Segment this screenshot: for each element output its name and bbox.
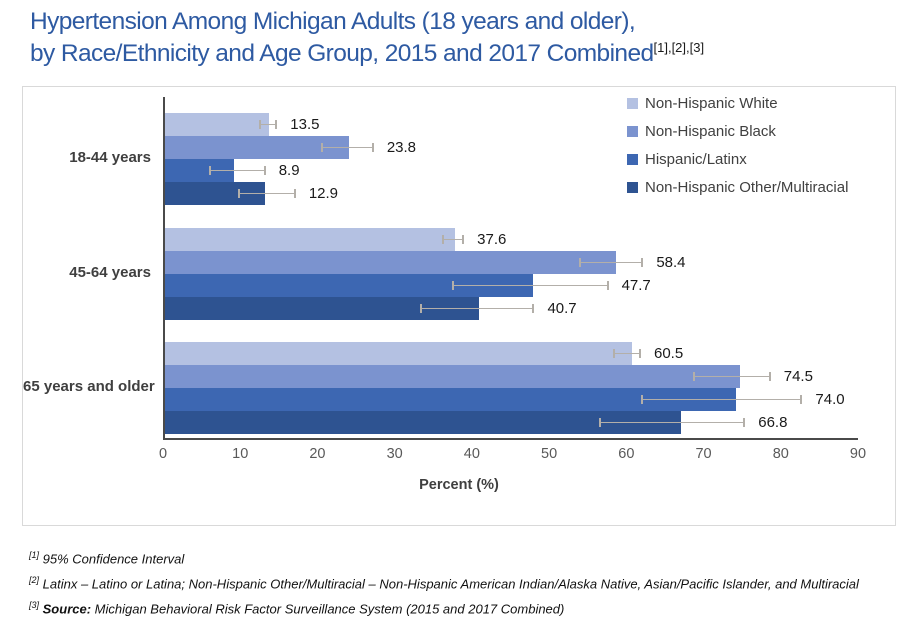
x-tick-label: 50 [541,446,558,462]
value-label: 58.4 [656,254,686,271]
x-axis-line [163,438,858,440]
legend-swatch [627,97,638,109]
footnote-1-marker: [1] [29,550,40,560]
x-tick-label: 0 [158,446,168,462]
value-label: 74.0 [815,391,845,408]
bar [165,182,265,205]
y-axis-line [163,97,165,440]
bar [165,342,633,365]
value-label: 47.7 [621,277,651,294]
category-label: 45-64 years [69,264,151,281]
footnote-3: [3] Source: Michigan Behavioral Risk Fac… [29,599,859,618]
error-bar [441,235,465,244]
value-label: 12.9 [308,185,339,202]
value-label: 23.8 [386,139,417,156]
footnote-3-marker: [3] [29,599,40,610]
x-tick-label: 80 [772,446,789,462]
bar [165,411,681,434]
x-tick-label: 20 [309,446,326,462]
value-label: 40.7 [547,300,577,317]
footnote-1-text: 95% Confidence Interval [42,551,185,567]
legend-label: Non-Hispanic White [645,94,778,112]
x-axis-title: Percent (%) [419,477,499,493]
value-label: 60.5 [654,345,684,362]
bar [165,388,737,411]
error-bar [579,258,644,267]
value-label: 74.5 [783,368,813,385]
category-label: 65 years and older [23,378,155,395]
chart-title-superscript: [1],[2],[3] [653,39,705,55]
x-tick-label: 70 [695,446,712,462]
footnote-3-source-label: Source: [42,601,92,617]
legend-swatch [627,125,638,137]
legend-swatch [627,181,638,193]
value-label: 13.5 [290,116,320,133]
x-tick-label: 40 [463,446,480,462]
footnote-2: [2] Latinx – Latino or Latina; Non-Hispa… [29,574,859,593]
category-label: 18-44 years [69,149,151,166]
error-bar [320,143,374,152]
bar [165,297,480,320]
footnote-2-text: Latinx – Latino or Latina; Non-Hispanic … [42,576,859,592]
error-bar [641,395,803,404]
footnote-2-marker: [2] [29,574,40,585]
x-tick-label: 10 [232,446,249,462]
chart-title-line2: by Race/Ethnicity and Age Group, 2015 an… [30,39,654,67]
footnote-1: [1] 95% Confidence Interval [29,549,859,568]
x-tick-label: 30 [386,446,403,462]
bar [165,274,534,297]
value-label: 37.6 [477,231,507,248]
value-label: 8.9 [278,162,300,179]
legend-item: Non-Hispanic White [627,94,848,112]
error-bar [420,304,535,313]
bar [165,113,270,136]
footnotes: [1] 95% Confidence Interval [2] Latinx –… [29,549,859,624]
error-bar [692,372,771,381]
error-bar [598,418,746,427]
error-bar [613,349,641,358]
chart-title-line1: Hypertension Among Michigan Adults (18 y… [30,8,636,35]
error-bar [237,189,296,198]
error-bar [258,120,278,129]
bar [165,251,616,274]
plot-area: Percent (%) 18-44 years 13.5 23.8 8.9 12.9 45… [23,87,895,525]
legend-label: Non-Hispanic Black [645,122,776,140]
bar [165,365,741,388]
legend-item: Non-Hispanic Black [627,122,848,140]
footnote-3-text: Michigan Behavioral Risk Factor Surveill… [94,601,565,617]
legend-swatch [627,153,638,165]
chart-title: Hypertension Among Michigan Adults (18 y… [30,6,704,70]
error-bar [451,281,609,290]
bar [165,159,234,182]
bar [165,136,349,159]
legend-label: Non-Hispanic Other/Multiracial [645,178,849,196]
value-label: 66.8 [758,414,788,431]
legend-item: Hispanic/Latinx [627,150,848,168]
x-tick-label: 90 [849,446,867,462]
legend-item: Non-Hispanic Other/Multiracial [627,178,848,196]
x-tick-label: 60 [618,446,635,462]
legend: Non-Hispanic White Non-Hispanic Black Hisp… [627,94,848,206]
chart-panel: Percent (%) 18-44 years 13.5 23.8 8.9 12.9 45… [22,86,896,526]
bar [165,228,456,251]
error-bar [209,166,266,175]
legend-label: Hispanic/Latinx [645,150,747,168]
